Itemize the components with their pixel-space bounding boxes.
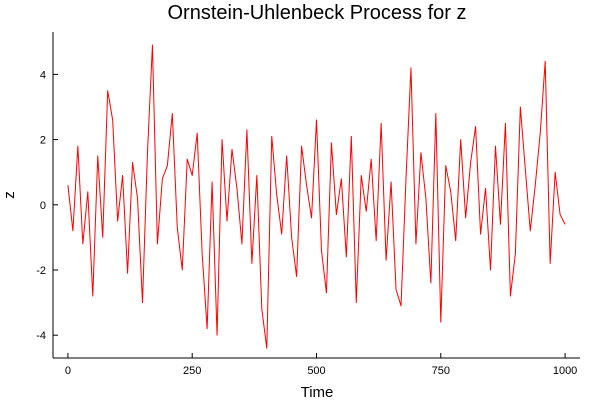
x-tick-label: 500 xyxy=(307,365,325,377)
y-tick-label: 0 xyxy=(40,200,46,212)
x-axis-label: Time xyxy=(301,384,334,400)
x-tick-label: 250 xyxy=(183,365,201,377)
x-tick-label: 0 xyxy=(65,365,71,377)
y-axis-ticks: -4 -2 0 2 4 xyxy=(36,69,58,342)
y-axis-label: z xyxy=(1,191,18,199)
x-tick-label: 750 xyxy=(432,365,450,377)
series-line xyxy=(67,44,566,349)
plot-area xyxy=(67,44,566,349)
chart-title: Ornstein-Uhlenbeck Process for z xyxy=(167,2,466,24)
x-tick-label: 1000 xyxy=(553,365,577,377)
y-tick-label: 2 xyxy=(40,135,46,147)
y-tick-label: -2 xyxy=(36,265,46,277)
x-axis-ticks: 0 250 500 750 1000 xyxy=(65,353,577,377)
y-tick-label: 4 xyxy=(40,69,46,81)
y-tick-label: -4 xyxy=(36,330,46,342)
